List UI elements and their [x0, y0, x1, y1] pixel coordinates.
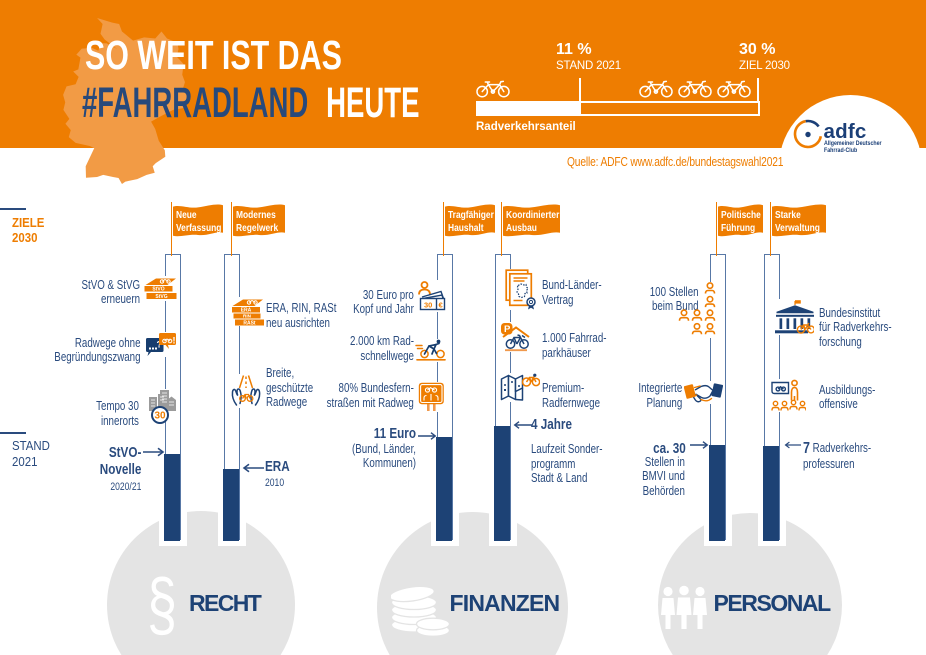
svg-text:€: €	[439, 301, 444, 310]
svg-text:!: !	[173, 336, 176, 346]
svg-text:?: ?	[157, 340, 163, 350]
svg-text:RASt: RASt	[243, 320, 256, 326]
svg-text:30: 30	[154, 411, 166, 422]
svg-text:StVG: StVG	[155, 294, 167, 300]
svg-text:ERA: ERA	[241, 308, 252, 314]
svg-text:StVO: StVO	[152, 287, 164, 293]
svg-text:30: 30	[424, 301, 432, 310]
svg-text:P: P	[504, 324, 511, 335]
svg-text:RIN: RIN	[243, 314, 252, 319]
